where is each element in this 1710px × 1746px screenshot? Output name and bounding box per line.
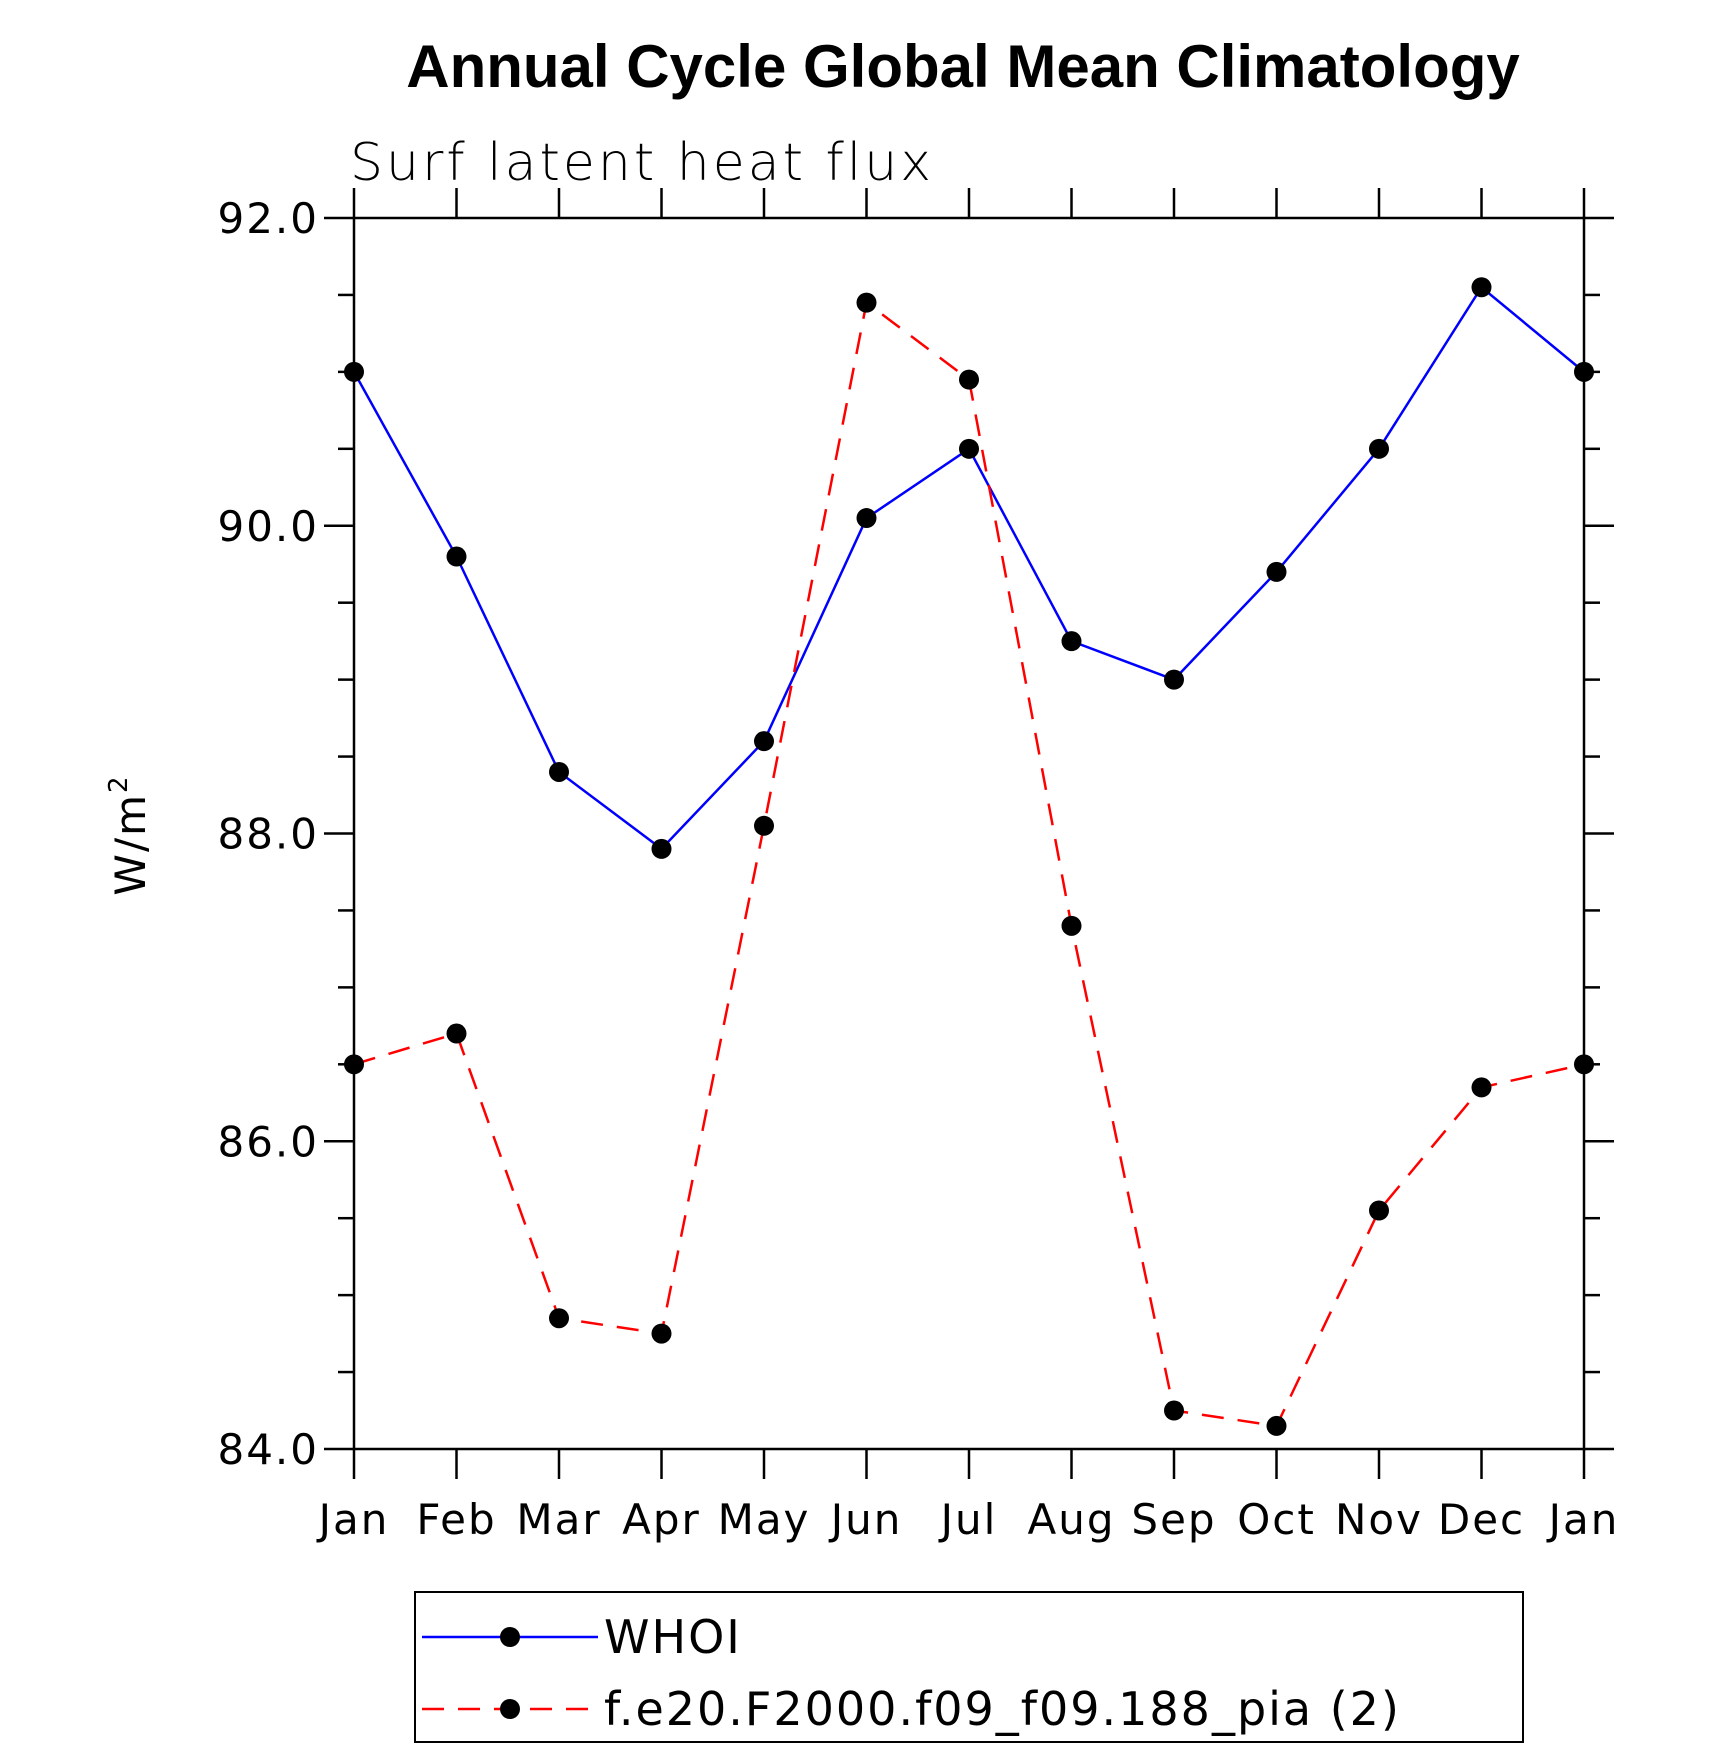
legend-box — [414, 1591, 1524, 1743]
x-tick-label: Feb — [416, 1495, 496, 1544]
legend-marker-model — [500, 1699, 520, 1719]
svg-text:W/m2: W/m2 — [104, 774, 155, 895]
x-tick-label: Jan — [1546, 1495, 1620, 1544]
series-0-point-jul — [959, 438, 979, 459]
y-axis-label: W/m2 — [104, 774, 155, 895]
series-1-point-jan — [344, 1054, 364, 1075]
series-0-point-nov — [1369, 438, 1389, 459]
legend-label-whoi: WHOI — [604, 1610, 742, 1664]
series-1-point-apr — [651, 1323, 672, 1344]
x-tick-label: Jun — [828, 1495, 903, 1544]
x-tick-label: Dec — [1438, 1495, 1525, 1544]
series-1-point-jun — [856, 292, 877, 313]
series-0-point-jun — [856, 508, 877, 529]
legend: WHOI f.e20.F2000.f09_f09.188_pia (2) — [414, 1591, 1524, 1743]
series-0-point-sep — [1164, 669, 1184, 690]
series-0-point-feb — [446, 546, 467, 567]
x-tick-label: Jan — [316, 1495, 390, 1544]
series-1-point-jan — [1574, 1054, 1594, 1075]
series-layer — [344, 277, 1594, 1436]
series-1-point-nov — [1369, 1200, 1389, 1221]
x-tick-label: Jul — [938, 1495, 998, 1544]
y-axis-label-superscript: 2 — [104, 774, 134, 793]
x-tick-label: May — [718, 1495, 811, 1544]
series-1-point-feb — [446, 1023, 467, 1044]
series-0-point-jan — [344, 361, 364, 382]
y-tick-label: 88.0 — [217, 810, 319, 859]
y-tick-label: 84.0 — [217, 1425, 319, 1474]
tick-labels-layer: 84.0 86.0 88.0 90.0 92.0 Jan Feb Mar Apr May Jun Ju… — [217, 194, 1620, 1544]
x-tick-label: Oct — [1237, 1495, 1316, 1544]
chart-title: Annual Cycle Global Mean Climatology — [406, 33, 1520, 100]
series-0-point-apr — [651, 838, 672, 859]
y-axis-label-text: W/m — [106, 793, 155, 896]
series-1-point-may — [754, 815, 774, 836]
series-1-point-aug — [1061, 915, 1082, 936]
series-0-point-jan — [1574, 361, 1594, 382]
series-1-point-jul — [959, 369, 979, 390]
x-tick-label: Nov — [1335, 1495, 1423, 1544]
y-tick-label: 90.0 — [217, 502, 319, 551]
series-0-point-aug — [1061, 631, 1082, 652]
series-0-point-oct — [1266, 561, 1287, 582]
x-tick-label: Sep — [1131, 1495, 1216, 1544]
x-tick-label: Mar — [516, 1495, 601, 1544]
series-1-point-dec — [1471, 1077, 1492, 1098]
y-tick-label: 86.0 — [217, 1117, 319, 1166]
series-0-point-mar — [549, 761, 569, 782]
series-0-point-may — [754, 731, 774, 752]
legend-label-model: f.e20.F2000.f09_f09.188_pia (2) — [604, 1682, 1401, 1736]
chart-subtitle: Surf latent heat flux — [350, 133, 934, 193]
series-line-1 — [353, 300, 1585, 1428]
series-1-point-sep — [1164, 1400, 1184, 1421]
legend-marker-whoi — [500, 1627, 520, 1647]
x-tick-label: Aug — [1027, 1495, 1115, 1544]
series-0-point-dec — [1471, 277, 1492, 298]
series-1-point-mar — [549, 1308, 569, 1329]
y-tick-label: 92.0 — [217, 194, 319, 243]
plot-frame — [352, 216, 1586, 1451]
x-tick-label: Apr — [622, 1495, 701, 1544]
series-1-point-oct — [1266, 1415, 1287, 1436]
